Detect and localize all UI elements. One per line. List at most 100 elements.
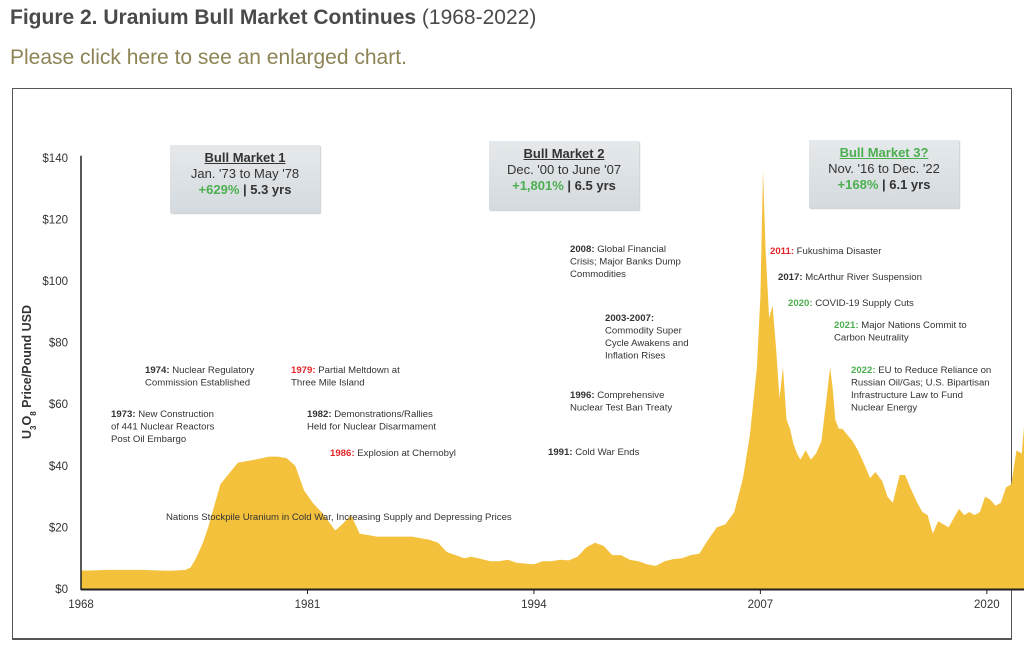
bull-market-2-dates: Dec. '00 to June '07 bbox=[506, 162, 622, 177]
annotation-text: McArthur River Suspension bbox=[803, 272, 922, 283]
annotation-1991: 1991: Cold War Ends bbox=[548, 447, 640, 458]
bull-market-1-title: Bull Market 1 bbox=[204, 150, 286, 165]
annotation-2020: 2020: COVID-19 Supply Cuts bbox=[788, 298, 914, 309]
figure-title: Figure 2. Uranium Bull Market Continues … bbox=[10, 6, 536, 30]
bull-market-1-gain: +629% bbox=[198, 182, 240, 197]
enlarge-chart-link[interactable]: Please click here to see an enlarged cha… bbox=[10, 46, 407, 69]
annotation-year: 1991: bbox=[548, 447, 573, 458]
bull-market-2-duration: | 6.5 yrs bbox=[567, 178, 616, 193]
x-tick-label: 2007 bbox=[748, 599, 774, 611]
annotation-line: Commodities bbox=[570, 269, 626, 280]
annotation-1974: 1974: Nuclear Regulatory Commission Estab… bbox=[145, 365, 255, 389]
annotation-year: 2011: bbox=[770, 246, 794, 257]
x-tick-label: 2020 bbox=[974, 599, 1000, 611]
bull-market-2-box: Bull Market 2 Dec. '00 to June '07 +1,80… bbox=[489, 141, 639, 210]
annotation-line: 1973: New Construction bbox=[111, 409, 214, 420]
bull-market-1-dates: Jan. '73 to May '78 bbox=[190, 166, 300, 181]
y-tick-label: $100 bbox=[42, 276, 68, 288]
figure-title-main: Figure 2. Uranium Bull Market Continues bbox=[10, 6, 417, 29]
annotation-line: 2017: McArthur River Suspension bbox=[778, 272, 922, 283]
annotation-line: 1986: Explosion at Chernobyl bbox=[330, 448, 456, 459]
annotation-year: 2021: bbox=[834, 320, 859, 331]
annotation-line: 2008: Global Financial bbox=[570, 244, 666, 255]
annotation-text: Explosion at Chernobyl bbox=[355, 448, 456, 459]
y-tick-label: $60 bbox=[49, 399, 68, 411]
annotation-text: Comprehensive bbox=[595, 390, 665, 401]
annotation-line: Nations Stockpile Uranium in Cold War, I… bbox=[166, 512, 512, 523]
annotation-line: Cycle Awakens and bbox=[605, 338, 689, 349]
bull-market-3-dates: Nov. '16 to Dec. '22 bbox=[828, 161, 940, 176]
annotation-line: of 441 Nuclear Reactors bbox=[111, 422, 215, 433]
annotation-text: Major Nations Commit to bbox=[859, 320, 967, 331]
annotation-line: 1979: Partial Meltdown at bbox=[291, 365, 400, 376]
annotation-cold: Nations Stockpile Uranium in Cold War, I… bbox=[166, 512, 512, 523]
annotation-2011: 2011: Fukushima Disaster bbox=[770, 246, 882, 257]
annotation-year: 1986: bbox=[330, 448, 355, 459]
annotation-line: Nuclear Test Ban Treaty bbox=[570, 403, 672, 414]
x-tick-label: 1981 bbox=[295, 599, 321, 611]
bull-market-3-title: Bull Market 3? bbox=[839, 145, 929, 160]
annotation-year: 2003-2007: bbox=[605, 313, 654, 324]
annotation-1982: 1982: Demonstrations/Rallies Held for Nuc… bbox=[307, 409, 436, 433]
annotation-year: 2022: bbox=[851, 365, 876, 376]
bull-market-3-duration: | 6.1 yrs bbox=[882, 177, 931, 192]
bull-market-2-title: Bull Market 2 bbox=[523, 146, 605, 161]
x-tick-label: 1994 bbox=[521, 599, 547, 611]
annotation-2021: 2021: Major Nations Commit to Carbon Neut… bbox=[834, 320, 967, 344]
price-area-series bbox=[81, 170, 1024, 589]
y-axis-label: U3O8 Price/Pound USD bbox=[20, 305, 38, 439]
bull-market-3-stats: +168% | 6.1 yrs bbox=[809, 177, 959, 193]
annotation-text: New Construction bbox=[136, 409, 214, 420]
annotation-text: Demonstrations/Rallies bbox=[332, 409, 434, 420]
annotation-line: 1974: Nuclear Regulatory bbox=[145, 365, 255, 376]
annotation-line: Post Oil Embargo bbox=[111, 434, 186, 445]
annotation-line: Carbon Neutrality bbox=[834, 333, 909, 344]
annotation-line: 2003-2007: bbox=[605, 313, 654, 324]
y-tick-label: $40 bbox=[49, 461, 68, 473]
annotation-2022: 2022: EU to Reduce Reliance on Russian Oi… bbox=[851, 365, 991, 414]
annotation-line: Crisis; Major Banks Dump bbox=[570, 257, 681, 268]
annotation-year: 2017: bbox=[778, 272, 803, 283]
annotation-1973: 1973: New Construction of 441 Nuclear Rea… bbox=[111, 409, 215, 445]
annotation-1986: 1986: Explosion at Chernobyl bbox=[330, 448, 456, 459]
bull-market-1-duration: | 5.3 yrs bbox=[243, 182, 292, 197]
annotation-year: 1996: bbox=[570, 390, 595, 401]
annotation-line: 1991: Cold War Ends bbox=[548, 447, 640, 458]
annotation-line: 2022: EU to Reduce Reliance on bbox=[851, 365, 991, 376]
annotation-year: 1973: bbox=[111, 409, 136, 420]
y-tick-label: $20 bbox=[49, 522, 68, 534]
y-tick-label: $80 bbox=[49, 338, 68, 350]
annotation-text: Cold War Ends bbox=[573, 447, 640, 458]
y-tick-label: $140 bbox=[42, 153, 68, 165]
annotation-line: Inflation Rises bbox=[605, 351, 665, 362]
annotation-line: 1996: Comprehensive bbox=[570, 390, 664, 401]
annotation-line: Commodity Super bbox=[605, 326, 683, 337]
annotation-2017: 2017: McArthur River Suspension bbox=[778, 272, 922, 283]
bull-market-2-stats: +1,801% | 6.5 yrs bbox=[489, 178, 639, 194]
annotation-line: 1982: Demonstrations/Rallies bbox=[307, 409, 433, 420]
y-tick-label: $0 bbox=[55, 584, 68, 596]
y-tick-label: $120 bbox=[42, 214, 68, 226]
bull-market-3-gain: +168% bbox=[837, 177, 879, 192]
annotation-line: Commission Established bbox=[145, 378, 250, 389]
annotation-text: EU to Reduce Reliance on bbox=[876, 365, 992, 376]
annotation-year: 1979: bbox=[291, 365, 316, 376]
annotation-text: Nuclear Regulatory bbox=[170, 365, 255, 376]
annotation-text: Partial Meltdown at bbox=[316, 365, 401, 376]
annotation-1996: 1996: Comprehensive Nuclear Test Ban Trea… bbox=[570, 390, 672, 414]
annotation-line: 2021: Major Nations Commit to bbox=[834, 320, 967, 331]
bull-market-1-box: Bull Market 1 Jan. '73 to May '78 +629% … bbox=[170, 145, 320, 213]
annotation-line: Three Mile Island bbox=[291, 378, 365, 389]
annotation-year: 2020: bbox=[788, 298, 813, 309]
annotation-line: Held for Nuclear Disarmament bbox=[307, 422, 436, 433]
bull-market-1-stats: +629% | 5.3 yrs bbox=[170, 182, 320, 198]
annotation-text: Fukushima Disaster bbox=[794, 246, 882, 257]
annotation-text: Global Financial bbox=[595, 244, 666, 255]
annotation-2008: 2008: Global Financial Crisis; Major Bank… bbox=[570, 244, 681, 280]
annotation-year: 1974: bbox=[145, 365, 170, 376]
annotation-year: 2008: bbox=[570, 244, 595, 255]
annotation-1979: 1979: Partial Meltdown at Three Mile Isla… bbox=[291, 365, 400, 389]
annotation-line: 2020: COVID-19 Supply Cuts bbox=[788, 298, 914, 309]
